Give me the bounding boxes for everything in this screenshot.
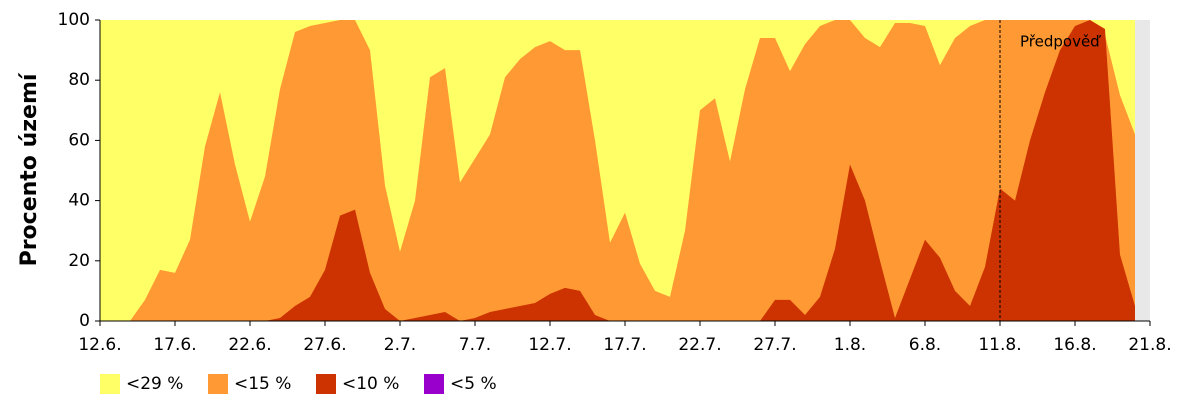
x-tick-label: 27.7. [753, 335, 796, 355]
x-tick-label: 12.6. [78, 335, 121, 355]
annotation: Předpověď [1020, 33, 1101, 51]
y-tick-label: 100 [58, 10, 90, 30]
x-tick-label: 21.8. [1128, 335, 1171, 355]
legend-swatch [208, 374, 228, 394]
legend-swatch [100, 374, 120, 394]
x-tick-label: 11.8. [978, 335, 1021, 355]
legend-label: <15 % [234, 374, 291, 394]
legend-label: <10 % [342, 374, 399, 394]
x-tick-label: 6.8. [909, 335, 941, 355]
x-tick-label: 22.6. [228, 335, 271, 355]
x-tick-label: 1.8. [834, 335, 866, 355]
x-tick-label: 27.6. [303, 335, 346, 355]
x-tick-label: 16.8. [1053, 335, 1096, 355]
x-tick-label: 2.7. [384, 335, 416, 355]
y-tick-label: 20 [68, 251, 90, 271]
legend-label: <5 % [450, 374, 497, 394]
x-tick-label: 17.7. [603, 335, 646, 355]
y-tick-label: 80 [68, 70, 90, 90]
legend-label: <29 % [126, 374, 183, 394]
legend-swatch [424, 374, 444, 394]
legend-swatch [316, 374, 336, 394]
x-tick-label: 7.7. [459, 335, 491, 355]
area [100, 20, 1135, 321]
x-tick-label: 12.7. [528, 335, 571, 355]
y-axis-label: Procento území [17, 72, 42, 266]
y-tick-label: 0 [79, 311, 90, 331]
y-tick-label: 60 [68, 130, 90, 150]
x-tick-label: 17.6. [153, 335, 196, 355]
x-tick-label: 22.7. [678, 335, 721, 355]
y-tick-label: 40 [68, 191, 90, 211]
